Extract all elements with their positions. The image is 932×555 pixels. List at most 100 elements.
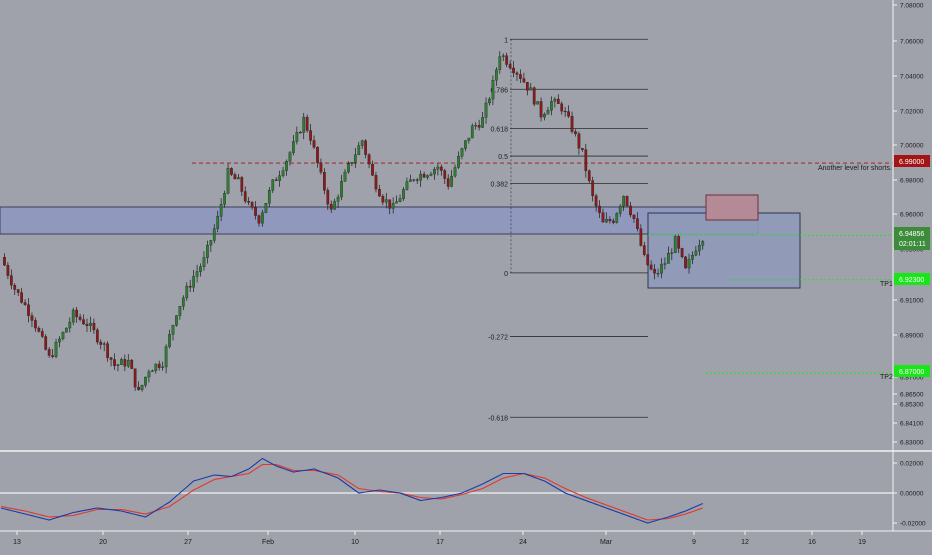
candle-body [412,179,416,181]
time-tick-label: 13 [13,539,21,546]
price-tick-label: 6.85300 [900,402,924,409]
position-profit-box[interactable] [647,212,801,289]
candle-body [20,292,23,303]
candle-body [498,56,502,70]
candle-body [243,191,247,202]
candle-body [9,275,13,286]
candle-body [567,111,570,117]
fib-level-label: -0.272 [488,334,508,341]
candle-body [116,364,120,366]
candle-body [587,170,591,181]
candle-body [433,169,436,175]
time-tick-label: 10 [351,539,359,546]
time-tick-label: 16 [808,539,816,546]
shorts-note: Another level for shorts. [818,165,892,172]
candle-body [570,116,574,132]
candle-body [577,133,581,149]
current-price-text: 6.94856 [899,231,924,238]
candle-body [639,228,643,246]
candle-body [422,173,426,178]
candle-body [212,228,216,241]
candle-body [353,154,357,163]
candle-body [288,152,292,162]
candle-body [563,110,567,113]
candle-body [137,386,140,390]
candle-body [223,193,226,205]
price-axis[interactable]: 7.08000 7.06000 7.04000 7.02000 7.00000 6.980… [893,3,924,447]
candle-body [34,320,37,329]
candle-body [164,346,168,368]
candle-body [30,315,34,321]
price-tick-label: 6.89000 [900,333,924,340]
time-axis[interactable]: 13 20 27 Feb 10 17 24 Mar 9 12 16 19 [13,531,866,546]
fib-level-label: 0.786 [490,87,508,94]
candle-body [350,162,354,164]
price-tick-label: 6.83000 [900,440,924,447]
candle-body [85,323,89,326]
candle-body [126,359,130,367]
candle-body [185,285,189,299]
candle-body [391,203,395,209]
candle-body [543,113,546,118]
oscillator-axis[interactable]: 0.02000 0.00000 -0.02000 [893,461,926,528]
candle-body [261,212,264,224]
candle-body [181,297,185,307]
candle-body [305,116,309,131]
candle-body [495,69,498,81]
time-tick-label: 17 [436,539,444,546]
position-stop-box[interactable] [705,194,759,221]
candle-body [323,172,326,191]
candle-body [405,181,409,190]
candle-body [402,189,405,199]
candle-body [605,219,608,223]
candle-body [508,64,512,69]
candle-body [120,359,123,365]
horizontal-levels[interactable] [192,162,893,374]
candle-body [171,325,175,335]
candle-body [477,125,481,128]
fib-level-label: 0.382 [490,182,508,189]
fib-level-label: 0.618 [490,127,508,134]
candle-body [188,285,192,288]
candle-body [656,273,660,275]
candle-body [470,125,474,139]
candle-body [161,366,165,368]
candle-body [316,147,319,163]
candle-body [3,257,6,266]
candle-body [536,101,539,105]
candle-body [92,322,96,331]
price-tick-label: 6.96000 [900,212,924,219]
candle-body [546,110,550,115]
candle-body [226,168,230,194]
candle-body [347,163,350,173]
candle-body [374,175,378,190]
osc-tick-label: 0.02000 [900,461,924,468]
candle-body [556,98,560,104]
candle-body [460,148,464,157]
candle-body [312,140,316,148]
candle-body [336,196,340,202]
candle-body [591,180,595,196]
candle-body [27,304,30,316]
candle-body [71,309,75,323]
bar-countdown-text: 02:01:11 [899,241,926,248]
price-zone[interactable] [0,206,759,235]
candle-body [209,240,213,246]
candle-body [264,203,268,213]
candle-body [684,256,687,269]
candle-body [642,245,646,255]
candle-body [99,341,103,345]
candle-body [58,338,61,343]
candle-body [123,359,127,367]
time-tick-label: 27 [184,539,192,546]
candle-body [439,166,443,171]
fib-level-label: 0.5 [498,154,508,161]
candle-body [216,216,220,229]
candle-body [646,254,650,266]
candle-body [154,363,158,371]
candle-body [219,204,223,217]
price-tick-label: 7.06000 [900,39,924,46]
candle-body [37,327,41,332]
